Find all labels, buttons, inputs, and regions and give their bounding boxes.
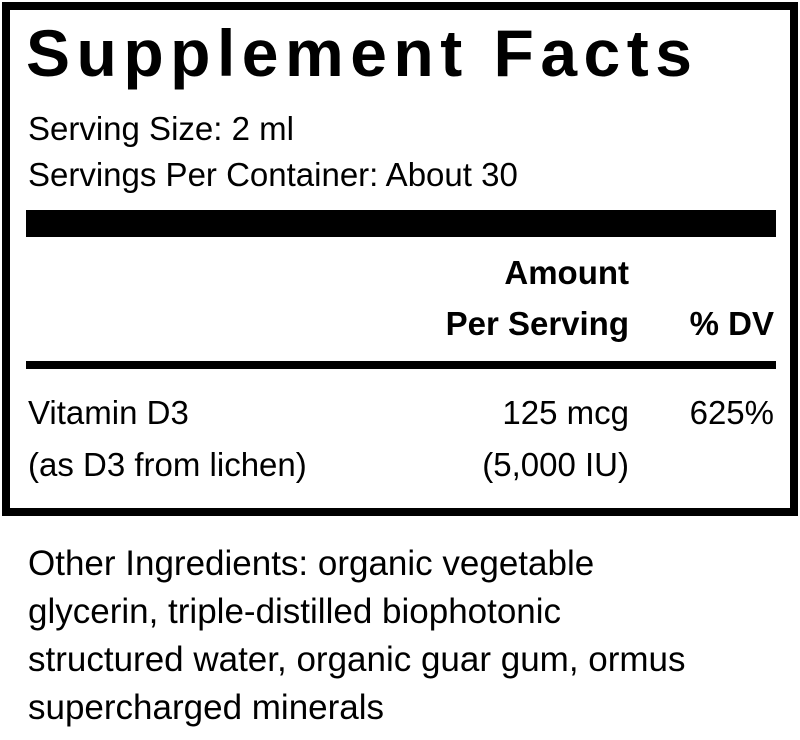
nutrient-amount: 125 mcg — [502, 394, 629, 431]
header-divider — [26, 361, 776, 369]
amount-header-line1: Amount — [504, 254, 629, 291]
nutrient-dv: 625% — [689, 394, 774, 431]
dv-header: % DV — [689, 305, 774, 342]
serving-size: Serving Size: 2 ml — [28, 110, 294, 147]
other-ingredients-line: supercharged minerals — [28, 688, 385, 727]
other-ingredients-line: glycerin, triple-distilled biophotonic — [28, 592, 562, 631]
other-ingredients-line: Other Ingredients: organic vegetable — [28, 544, 595, 583]
nutrient-amount-alt: (5,000 IU) — [482, 446, 629, 483]
amount-header-line2: Per Serving — [445, 305, 629, 342]
other-ingredients-line: structured water, organic guar gum, ormu… — [28, 640, 686, 679]
nutrient-source: (as D3 from lichen) — [28, 446, 307, 483]
panel-title: Supplement Facts — [26, 16, 699, 90]
thick-divider — [26, 210, 776, 237]
servings-per-container: Servings Per Container: About 30 — [28, 156, 518, 193]
nutrient-name: Vitamin D3 — [28, 394, 189, 431]
supplement-facts-panel — [2, 2, 798, 516]
